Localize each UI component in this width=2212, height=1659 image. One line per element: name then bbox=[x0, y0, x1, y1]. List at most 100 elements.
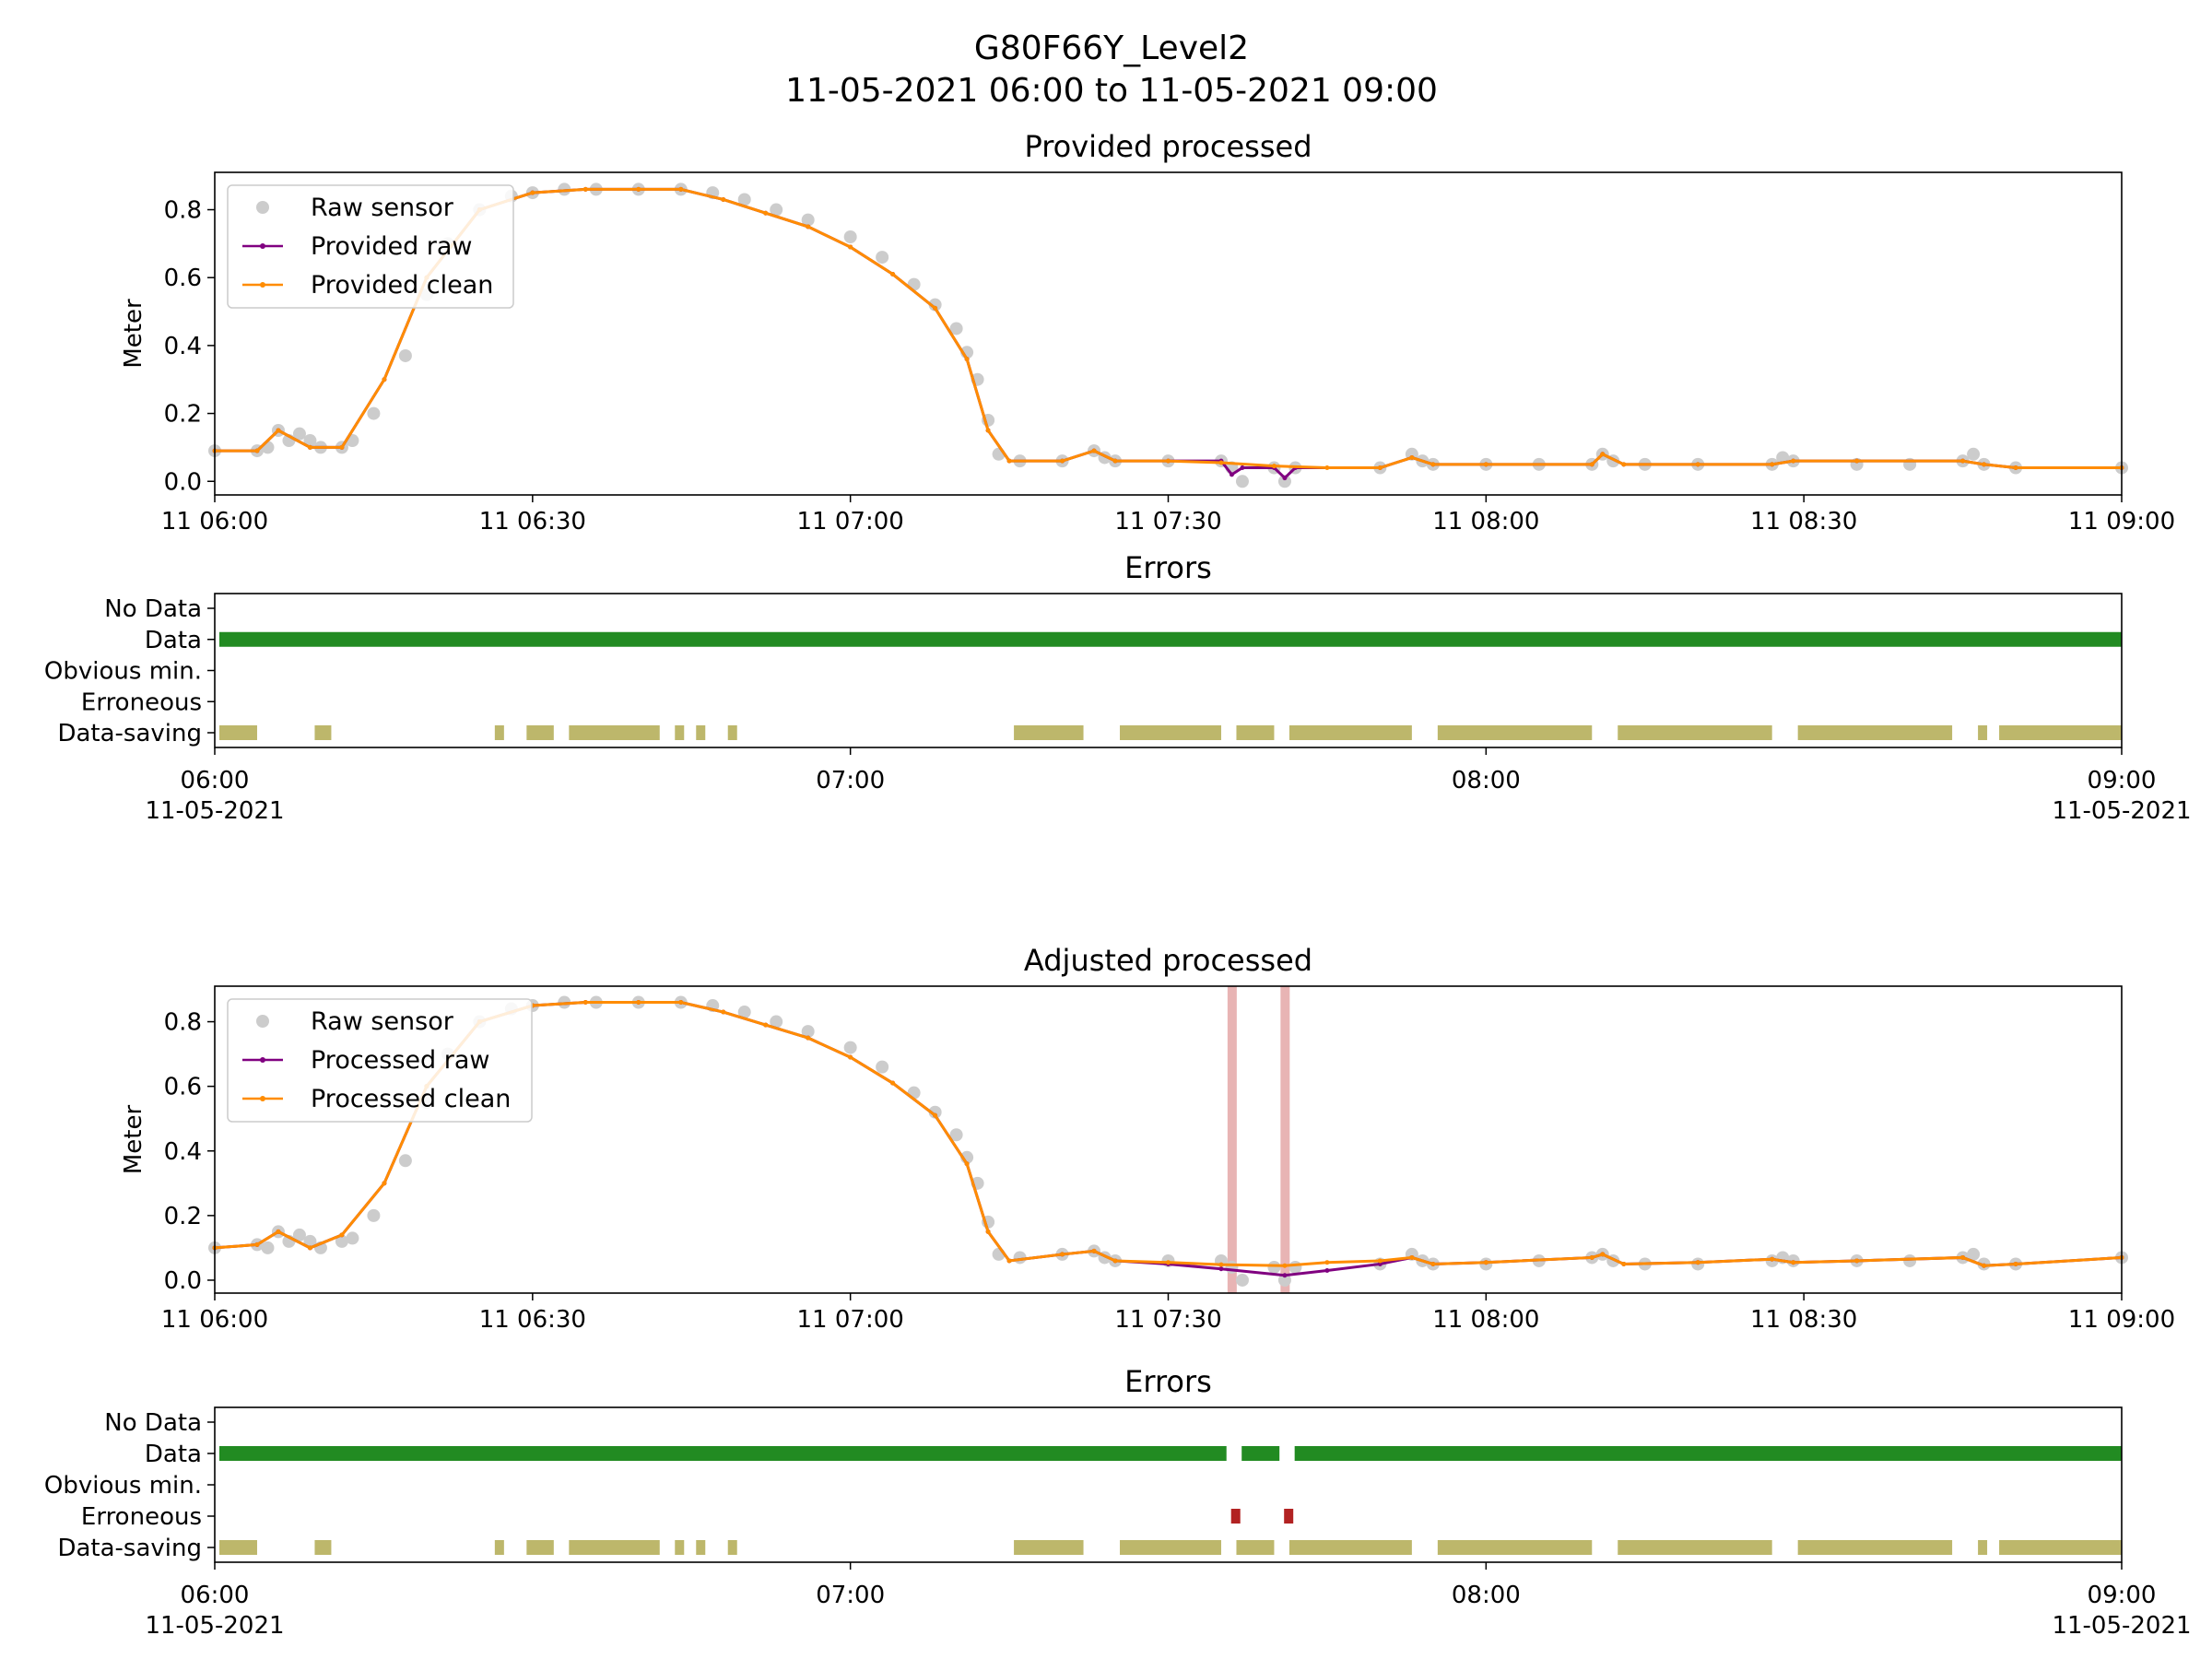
category-label: No Data bbox=[104, 595, 202, 623]
processed-clean-marker bbox=[2013, 1261, 2018, 1266]
raw-sensor-point bbox=[876, 1060, 889, 1074]
processed-clean-marker bbox=[1409, 1254, 1415, 1260]
data-saving-bar bbox=[1120, 725, 1221, 740]
x-tick-date-label: 11-05-2021 bbox=[2052, 1612, 2191, 1640]
raw-sensor-point bbox=[303, 434, 317, 448]
provided-clean-marker bbox=[763, 210, 769, 216]
processed-clean-marker bbox=[254, 1241, 260, 1247]
legend-line-marker bbox=[260, 1096, 265, 1101]
legend-marker-raw-sensor bbox=[256, 1015, 269, 1028]
raw-sensor-point bbox=[928, 298, 942, 312]
provided-clean-marker bbox=[530, 190, 535, 195]
provided-clean-marker bbox=[1982, 462, 1987, 467]
category-label: Data-saving bbox=[57, 720, 202, 747]
processed-clean-marker bbox=[1854, 1258, 1860, 1264]
x-tick-label: 06:00 bbox=[181, 1582, 250, 1609]
x-tick-label: 11 08:30 bbox=[1750, 1306, 1857, 1334]
panel-title: Errors bbox=[1124, 1364, 1212, 1399]
y-axis-label: Meter bbox=[120, 299, 147, 369]
figure-title-line1: G80F66Y_Level2 bbox=[974, 29, 1249, 67]
raw-sensor-point bbox=[367, 406, 381, 420]
processed-clean-marker bbox=[1982, 1263, 1987, 1268]
provided-clean-marker bbox=[1589, 462, 1594, 467]
x-tick-date-label: 11-05-2021 bbox=[145, 797, 284, 825]
legend-box bbox=[227, 998, 533, 1123]
panel-title: Errors bbox=[1124, 550, 1212, 585]
category-label: Erroneous bbox=[81, 1503, 202, 1531]
processed-clean-marker bbox=[1112, 1258, 1118, 1264]
data-saving-bar bbox=[569, 725, 660, 740]
legend-line-marker bbox=[260, 1057, 265, 1063]
data-saving-bar bbox=[727, 725, 737, 740]
legend: Raw sensor Provided raw Provided clean bbox=[227, 184, 514, 309]
data-saving-bar bbox=[1120, 1540, 1221, 1555]
provided-clean-marker bbox=[678, 186, 684, 192]
legend-label: Raw sensor bbox=[311, 1007, 454, 1036]
x-tick-label: 07:00 bbox=[816, 767, 885, 794]
raw-sensor-point bbox=[949, 322, 963, 335]
timeline-panel-1: Errors No Data Data Obvious min.Erroneous Da… bbox=[44, 550, 2192, 825]
data-saving-bar bbox=[1437, 1540, 1593, 1555]
data-saving-bar bbox=[696, 1540, 706, 1555]
data-saving-bar bbox=[219, 1540, 257, 1555]
data-saving-bar bbox=[1978, 725, 1988, 740]
y-tick-label: 0.4 bbox=[164, 333, 202, 360]
x-tick-date-label: 11-05-2021 bbox=[2052, 797, 2191, 825]
provided-clean-marker bbox=[636, 186, 641, 192]
provided-clean-marker bbox=[985, 428, 991, 433]
processed-clean-marker bbox=[1600, 1252, 1606, 1257]
data-saving-bar bbox=[1797, 1540, 1953, 1555]
provided-clean-marker bbox=[933, 305, 938, 311]
provided-clean-marker bbox=[1218, 460, 1224, 465]
provided-clean-marker bbox=[1324, 465, 1330, 471]
data-saving-bar bbox=[1978, 1540, 1988, 1555]
x-tick-label: 11 06:30 bbox=[479, 1306, 586, 1334]
x-tick-label: 11 09:00 bbox=[2068, 508, 2175, 535]
data-saving-bar bbox=[1236, 1540, 1275, 1555]
raw-sensor-point bbox=[1277, 475, 1291, 488]
provided-clean-marker bbox=[1483, 462, 1488, 467]
erroneous-span bbox=[1280, 986, 1290, 1293]
processed-clean-marker bbox=[1377, 1258, 1382, 1264]
panel-title: Provided processed bbox=[1024, 129, 1312, 164]
data-bar bbox=[219, 631, 2122, 647]
raw-sensor-point bbox=[843, 1041, 857, 1054]
x-tick-label: 11 06:00 bbox=[161, 508, 268, 535]
y-tick-label: 0.0 bbox=[164, 468, 202, 496]
chart-panel-0: Provided processed 0.0 0.2 0.4 0.6 0.8 11 06:0… bbox=[120, 129, 2175, 535]
y-tick-label: 0.6 bbox=[164, 1074, 202, 1101]
provided-clean-marker bbox=[1112, 458, 1118, 464]
legend-label: Provided raw bbox=[311, 232, 473, 261]
processed-clean-marker bbox=[339, 1232, 345, 1238]
provided-clean-marker bbox=[1600, 452, 1606, 457]
data-bar bbox=[1294, 1446, 2122, 1461]
raw-sensor-point bbox=[1267, 1260, 1281, 1274]
raw-sensor-point bbox=[398, 1154, 412, 1168]
processed-raw-marker bbox=[1377, 1261, 1382, 1266]
processed-raw-marker bbox=[1324, 1267, 1330, 1273]
processed-clean-marker bbox=[1006, 1258, 1012, 1264]
x-tick-label: 11 07:00 bbox=[797, 1306, 904, 1334]
processed-clean-marker bbox=[848, 1054, 853, 1060]
x-tick-label: 11 07:30 bbox=[1114, 1306, 1221, 1334]
category-label: Erroneous bbox=[81, 688, 202, 716]
x-tick-label: 08:00 bbox=[1452, 767, 1521, 794]
provided-clean-marker bbox=[1770, 462, 1775, 467]
data-saving-bar bbox=[727, 1540, 737, 1555]
data-bar bbox=[1241, 1446, 1280, 1461]
category-label: Data-saving bbox=[57, 1535, 202, 1562]
provided-clean-marker bbox=[1695, 462, 1700, 467]
raw-sensor-point bbox=[770, 203, 783, 217]
provided-clean-marker bbox=[1430, 462, 1436, 467]
processed-clean-marker bbox=[678, 1000, 684, 1006]
raw-sensor-point bbox=[801, 213, 815, 227]
raw-sensor-point bbox=[1277, 1273, 1291, 1287]
processed-clean-marker bbox=[636, 1000, 641, 1006]
x-tick-label: 06:00 bbox=[181, 767, 250, 794]
processed-clean-marker bbox=[1282, 1263, 1288, 1268]
raw-sensor-point bbox=[261, 1241, 275, 1254]
data-saving-bar bbox=[1999, 1540, 2122, 1555]
x-tick-label: 11 08:00 bbox=[1432, 1306, 1539, 1334]
processed-clean-marker bbox=[582, 1000, 588, 1006]
provided-clean-marker bbox=[2013, 465, 2018, 471]
